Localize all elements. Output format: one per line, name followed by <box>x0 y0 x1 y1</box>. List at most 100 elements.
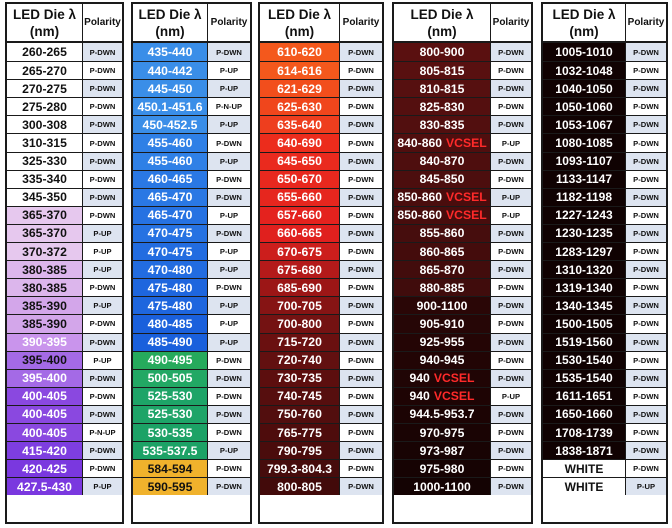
polarity-header: Polarity <box>492 17 530 28</box>
wavelength-cell: 865-870 <box>394 261 491 279</box>
wavelength-cell: 480-485 <box>133 315 208 333</box>
wavelength-cell: 365-370 <box>7 206 83 224</box>
polarity-cell: P-DWN <box>340 152 382 170</box>
wavelength-cell: 470-475 <box>133 243 208 261</box>
polarity-cell: P-DWN <box>340 43 382 62</box>
polarity-cell: P-DWN <box>340 405 382 423</box>
wavelength-value: 385-390 <box>22 316 67 331</box>
vcsel-label: VCSEL <box>446 208 487 223</box>
wavelength-value: 400-405 <box>22 425 67 440</box>
wavelength-cell: 940 VCSEL <box>394 369 491 387</box>
wavelength-header: LED Die λ (nm) <box>133 4 208 41</box>
wavelength-value: 300-308 <box>22 117 67 132</box>
polarity-cell: P-UP <box>83 243 122 261</box>
wavelength-cell: 640-690 <box>260 134 340 152</box>
wavelength-cell: 850-860 VCSEL <box>394 206 491 224</box>
wavelength-cell: 1182-1198 <box>543 188 626 206</box>
wavelength-value: 850-860 <box>397 190 443 205</box>
polarity-cell: P-UP <box>491 188 531 206</box>
wavelength-cell: 940 VCSEL <box>394 387 491 405</box>
polarity-cell: P-DWN <box>340 442 382 460</box>
wavelength-value: 655-660 <box>277 190 322 205</box>
table-row: 435-440 P-DWN <box>133 43 250 62</box>
wavelength-cell: 973-987 <box>394 442 491 460</box>
wavelength-value: 480-485 <box>147 316 193 331</box>
wavelength-cell: 685-690 <box>260 279 340 297</box>
table-row: 810-815 P-DWN <box>394 79 531 98</box>
polarity-cell: P-DWN <box>491 62 531 80</box>
table-row: 1182-1198 P-DWN <box>543 187 666 206</box>
polarity-cell: P-DWN <box>340 134 382 152</box>
table-row: 1133-1147 P-DWN <box>543 169 666 188</box>
table-blue-green: LED Die λ (nm) Polarity 435-440 P-DWN 440-442… <box>131 2 252 524</box>
wavelength-value: 800-900 <box>419 45 465 60</box>
polarity-cell: P-DWN <box>340 297 382 315</box>
wavelength-cell: 265-270 <box>7 62 83 80</box>
table-row: 685-690 P-DWN <box>260 278 382 297</box>
wavelength-value: 465-470 <box>147 208 193 223</box>
vcsel-label: VCSEL <box>433 371 475 386</box>
polarity-cell: P-DWN <box>491 369 531 387</box>
wavelength-value: 940 <box>409 371 430 386</box>
table-header: LED Die λ (nm) Polarity <box>133 4 250 43</box>
vcsel-label: VCSEL <box>433 389 475 404</box>
wavelength-cell: 260-265 <box>7 43 83 62</box>
polarity-cell: P-UP <box>491 387 531 405</box>
table-row: 840-870 P-DWN <box>394 151 531 170</box>
wavelength-header-line1: LED Die λ <box>552 6 616 22</box>
wavelength-cell: 400-405 <box>7 405 83 423</box>
polarity-cell: P-DWN <box>340 188 382 206</box>
wavelength-value: 365-370 <box>22 208 67 223</box>
polarity-cell: P-UP <box>83 351 122 369</box>
table-row: WHITE P-DWN <box>543 459 666 478</box>
wavelength-cell: 490-495 <box>133 351 208 369</box>
wavelength-cell: 310-315 <box>7 134 83 152</box>
table-row: 740-745 P-DWN <box>260 386 382 405</box>
wavelength-cell: 420-425 <box>7 460 83 478</box>
wavelength-cell: 525-530 <box>133 387 208 405</box>
polarity-cell: P-UP <box>208 261 250 279</box>
table-header: LED Die λ (nm) Polarity <box>7 4 122 43</box>
wavelength-cell: 805-815 <box>394 62 491 80</box>
wavelength-value: 790-795 <box>277 443 322 458</box>
wavelength-cell: 715-720 <box>260 333 340 351</box>
table-row: 400-405 P-N-UP <box>7 422 122 442</box>
wavelength-value: 265-270 <box>22 63 67 78</box>
table-row: 380-385 P-DWN <box>7 278 122 297</box>
polarity-cell: P-DWN <box>626 134 666 152</box>
polarity-cell: P-DWN <box>83 80 122 98</box>
wavelength-cell: 535-537.5 <box>133 442 208 460</box>
polarity-cell: P-DWN <box>626 224 666 243</box>
wavelength-cell: 455-460 <box>133 152 208 170</box>
wavelength-cell: 345-350 <box>7 188 83 206</box>
wavelength-value: 427.5-430 <box>17 479 72 494</box>
wavelength-cell: 720-740 <box>260 351 340 369</box>
polarity-cell: P-DWN <box>340 206 382 224</box>
polarity-cell: P-DWN <box>340 478 382 496</box>
table-row: 445-450 P-UP <box>133 79 250 98</box>
wavelength-cell: 830-835 <box>394 116 491 134</box>
wavelength-value: 490-495 <box>147 353 193 368</box>
polarity-cell: P-DWN <box>83 442 122 460</box>
polarity-cell: P-DWN <box>208 369 250 387</box>
table-row: 830-835 P-DWN <box>394 115 531 134</box>
table-row: 535-537.5 P-UP <box>133 441 250 460</box>
wavelength-value: 1230-1235 <box>555 226 613 241</box>
table-row: 270-275 P-DWN <box>7 79 122 98</box>
polarity-cell: P-DWN <box>491 152 531 170</box>
wavelength-cell: 880-885 <box>394 279 491 297</box>
polarity-cell: P-DWN <box>208 134 250 152</box>
polarity-cell: P-DWN <box>626 351 666 369</box>
table-row: 900-1100 P-DWN <box>394 296 531 315</box>
wavelength-value: 944.5-953.7 <box>409 407 475 422</box>
wavelength-value: 435-440 <box>147 45 193 60</box>
table-row: 799.3-804.3 P-DWN <box>260 459 382 478</box>
table-row: 621-629 P-DWN <box>260 79 382 98</box>
table-row: 850-860 VCSEL P-UP <box>394 205 531 224</box>
wavelength-value: 1283-1297 <box>555 244 613 259</box>
wavelength-header-line2: (nm) <box>155 23 185 39</box>
wavelength-value: 590-595 <box>147 479 193 494</box>
wavelength-cell: 730-735 <box>260 369 340 387</box>
polarity-cell: P-DWN <box>83 206 122 224</box>
table-red: LED Die λ (nm) Polarity 610-620 P-DWN 614-616… <box>258 2 384 524</box>
